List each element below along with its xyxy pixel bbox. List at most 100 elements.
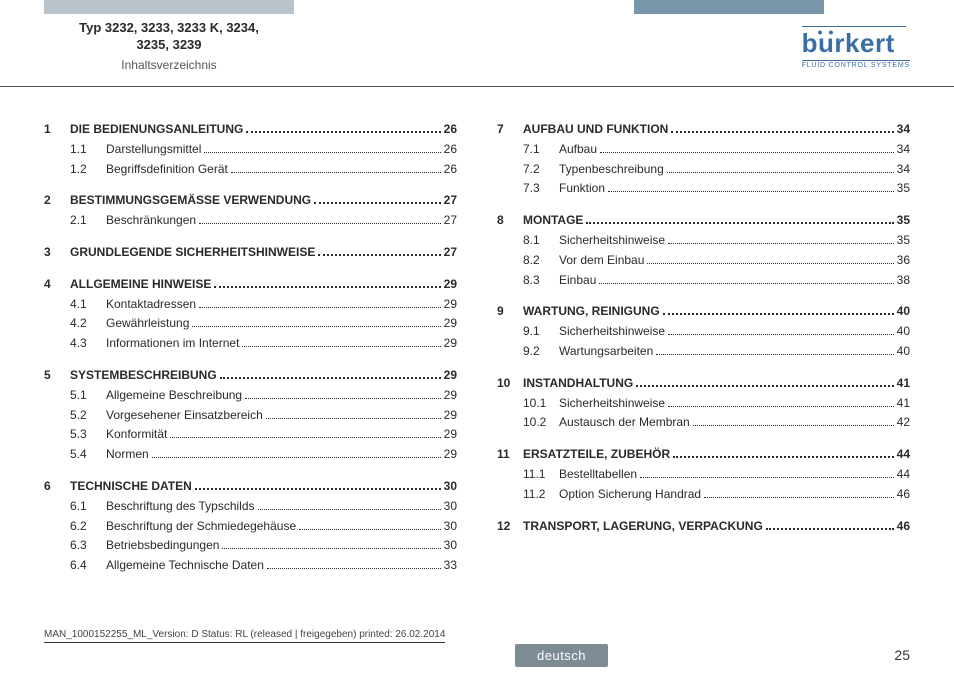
toc-sub-row[interactable]: 11.1Bestelltabellen44: [497, 465, 910, 485]
subsection-page: 29: [444, 334, 457, 354]
section-number: 7: [497, 120, 523, 140]
toc-section-row[interactable]: 4ALLGEMEINE HINWEISE29: [44, 275, 457, 295]
toc-sub-row[interactable]: 11.2Option Sicherung Handrad46: [497, 485, 910, 505]
toc-section-row[interactable]: 7AUFBAU UND FUNKTION34: [497, 120, 910, 140]
brand-tagline: FLUID CONTROL SYSTEMS: [802, 60, 910, 69]
subsection-title: Sicherheitshinweise: [559, 231, 665, 251]
subsection-number: 5.1: [70, 386, 106, 406]
leader-dots: [667, 172, 894, 173]
leader-dots: [152, 457, 441, 458]
toc-sub-row[interactable]: 8.1Sicherheitshinweise35: [497, 231, 910, 251]
subsection-number: 5.2: [70, 406, 106, 426]
toc-sub-row[interactable]: 5.3Konformität29: [44, 425, 457, 445]
subsection-title: Kontaktadressen: [106, 295, 196, 315]
subsection-number: 2.1: [70, 211, 106, 231]
section-page: 40: [897, 302, 910, 322]
subsection-number: 7.3: [523, 179, 559, 199]
toc-section: 5SYSTEMBESCHREIBUNG295.1Allgemeine Besch…: [44, 366, 457, 465]
toc-sub-row[interactable]: 5.1Allgemeine Beschreibung29: [44, 386, 457, 406]
section-page: 46: [897, 517, 910, 537]
toc-section: 2BESTIMMUNGSGEMÄSSE VERWENDUNG272.1Besch…: [44, 191, 457, 231]
leader-dots: [766, 528, 894, 530]
toc-sub-row[interactable]: 6.3Betriebsbedingungen30: [44, 536, 457, 556]
toc-section-row[interactable]: 5SYSTEMBESCHREIBUNG29: [44, 366, 457, 386]
footer-meta: MAN_1000152255_ML_Version: D Status: RL …: [44, 629, 445, 643]
leader-dots: [599, 283, 893, 284]
toc-sub-row[interactable]: 6.1Beschriftung des Typschilds30: [44, 497, 457, 517]
section-number: 12: [497, 517, 523, 537]
toc-sub-row[interactable]: 7.1Aufbau34: [497, 140, 910, 160]
subsection-number: 7.2: [523, 160, 559, 180]
subsection-page: 44: [897, 465, 910, 485]
subsection-title: Konformität: [106, 425, 167, 445]
section-title: GRUNDLEGENDE SICHERHEITSHINWEISE: [70, 243, 315, 263]
section-page: 29: [444, 275, 457, 295]
leader-dots: [318, 254, 440, 256]
toc-sub-row[interactable]: 1.2Begriffsdefinition Gerät26: [44, 160, 457, 180]
section-title: SYSTEMBESCHREIBUNG: [70, 366, 217, 386]
leader-dots: [704, 497, 894, 498]
section-number: 8: [497, 211, 523, 231]
header-subtitle: Inhaltsverzeichnis: [44, 58, 294, 72]
subsection-number: 10.2: [523, 413, 559, 433]
tab-marker-gray: [44, 0, 294, 14]
toc-sub-row[interactable]: 2.1Beschränkungen27: [44, 211, 457, 231]
footer-bar: deutsch 25: [0, 643, 954, 667]
subsection-title: Typenbeschreibung: [559, 160, 664, 180]
leader-dots: [647, 263, 893, 264]
toc-sub-row[interactable]: 8.2Vor dem Einbau36: [497, 251, 910, 271]
subsection-number: 1.2: [70, 160, 106, 180]
leader-dots: [258, 509, 441, 510]
section-number: 2: [44, 191, 70, 211]
toc-sub-row[interactable]: 10.2Austausch der Membran42: [497, 413, 910, 433]
subsection-page: 29: [444, 386, 457, 406]
toc-section: 10INSTANDHALTUNG4110.1Sicherheitshinweis…: [497, 374, 910, 433]
toc-section-row[interactable]: 11ERSATZTEILE, ZUBEHÖR44: [497, 445, 910, 465]
subsection-page: 30: [444, 497, 457, 517]
toc-section: 11ERSATZTEILE, ZUBEHÖR4411.1Bestelltabel…: [497, 445, 910, 504]
toc-sub-row[interactable]: 4.2Gewährleistung29: [44, 314, 457, 334]
subsection-page: 35: [897, 179, 910, 199]
toc-sub-row[interactable]: 7.3Funktion35: [497, 179, 910, 199]
leader-dots: [636, 385, 893, 387]
subsection-number: 9.2: [523, 342, 559, 362]
toc-sub-row[interactable]: 10.1Sicherheitshinweise41: [497, 394, 910, 414]
section-title: TECHNISCHE DATEN: [70, 477, 192, 497]
section-number: 5: [44, 366, 70, 386]
leader-dots: [668, 334, 894, 335]
toc-sub-row[interactable]: 7.2Typenbeschreibung34: [497, 160, 910, 180]
section-number: 6: [44, 477, 70, 497]
toc-section-row[interactable]: 3GRUNDLEGENDE SICHERHEITSHINWEISE27: [44, 243, 457, 263]
toc-section-row[interactable]: 1DIE BEDIENUNGSANLEITUNG26: [44, 120, 457, 140]
toc-section-row[interactable]: 6TECHNISCHE DATEN30: [44, 477, 457, 497]
toc-sub-row[interactable]: 1.1Darstellungsmittel26: [44, 140, 457, 160]
subsection-number: 11.1: [523, 465, 559, 485]
toc-columns: 1DIE BEDIENUNGSANLEITUNG261.1Darstellung…: [44, 120, 910, 613]
toc-section-row[interactable]: 8MONTAGE35: [497, 211, 910, 231]
toc-sub-row[interactable]: 6.4Allgemeine Technische Daten33: [44, 556, 457, 576]
leader-dots: [246, 131, 440, 133]
section-page: 26: [444, 120, 457, 140]
toc-sub-row[interactable]: 5.2Vorgesehener Einsatzbereich29: [44, 406, 457, 426]
subsection-title: Wartungsarbeiten: [559, 342, 653, 362]
toc-section-row[interactable]: 2BESTIMMUNGSGEMÄSSE VERWENDUNG27: [44, 191, 457, 211]
leader-dots: [204, 152, 440, 153]
subsection-page: 42: [897, 413, 910, 433]
toc-sub-row[interactable]: 5.4Normen29: [44, 445, 457, 465]
toc-section-row[interactable]: 10INSTANDHALTUNG41: [497, 374, 910, 394]
header-rule: [0, 86, 954, 87]
leader-dots: [668, 406, 894, 407]
toc-sub-row[interactable]: 4.1Kontaktadressen29: [44, 295, 457, 315]
toc-sub-row[interactable]: 6.2Beschriftung der Schmiedegehäuse30: [44, 517, 457, 537]
toc-sub-row[interactable]: 9.1Sicherheitshinweise40: [497, 322, 910, 342]
toc-section-row[interactable]: 9WARTUNG, REINIGUNG40: [497, 302, 910, 322]
subsection-number: 6.2: [70, 517, 106, 537]
leader-dots: [245, 398, 441, 399]
toc-section-row[interactable]: 12TRANSPORT, LAGERUNG, VERPACKUNG 46: [497, 517, 910, 537]
subsection-page: 46: [897, 485, 910, 505]
toc-sub-row[interactable]: 9.2Wartungsarbeiten40: [497, 342, 910, 362]
toc-sub-row[interactable]: 4.3Informationen im Internet29: [44, 334, 457, 354]
subsection-title: Gewährleistung: [106, 314, 189, 334]
section-title: TRANSPORT, LAGERUNG, VERPACKUNG: [523, 517, 763, 537]
toc-sub-row[interactable]: 8.3Einbau38: [497, 271, 910, 291]
